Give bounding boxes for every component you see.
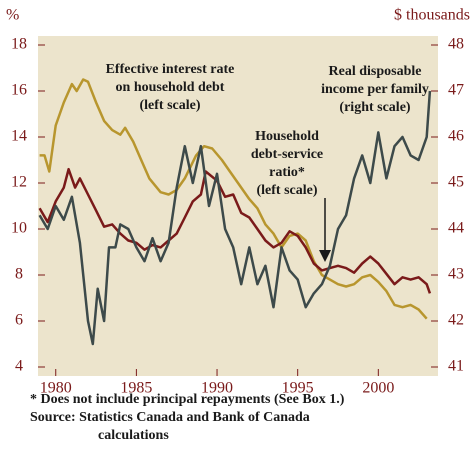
x-tick-label: 1995 xyxy=(282,380,314,397)
y-tick-label: 8 xyxy=(15,266,23,283)
y-tick-label: 14 xyxy=(11,128,27,145)
annotation: Effective interest rate xyxy=(106,62,235,77)
annotation: (left scale) xyxy=(256,183,317,198)
annotation: ratio* xyxy=(269,165,305,180)
y-tick-label: 4 xyxy=(15,358,23,375)
x-tick-label: 1980 xyxy=(40,380,72,397)
x-tick-label: 2000 xyxy=(362,380,394,397)
y2-tick-label: 41 xyxy=(448,358,464,375)
y2-tick-label: 42 xyxy=(448,312,464,329)
series-line xyxy=(39,78,428,320)
x-tick-label: 1985 xyxy=(120,380,152,397)
annotation: Household xyxy=(255,129,319,144)
y-tick-label: 12 xyxy=(11,174,27,191)
footnote: * Does not include principal repayments … xyxy=(30,392,345,407)
y2-tick-label: 45 xyxy=(448,174,464,191)
annotation: income per family xyxy=(321,82,429,97)
annotation: (right scale) xyxy=(339,100,410,115)
y-axis-label: % xyxy=(6,7,19,24)
annotation: debt-service xyxy=(251,147,323,162)
source: calculations xyxy=(98,428,169,443)
annotation: Real disposable xyxy=(329,64,422,79)
series-line xyxy=(38,90,432,346)
y-tick-label: 10 xyxy=(11,220,27,237)
y-tick-label: 18 xyxy=(11,36,27,53)
y2-axis-label: $ thousands xyxy=(394,7,470,24)
y-tick-label: 16 xyxy=(11,82,27,99)
y2-tick-label: 47 xyxy=(448,82,464,99)
annotation: on household debt xyxy=(116,80,225,95)
x-tick-label: 1990 xyxy=(201,380,233,397)
annotation: (left scale) xyxy=(139,98,200,113)
series-line xyxy=(38,167,432,294)
y2-tick-label: 44 xyxy=(448,220,464,237)
y2-tick-label: 43 xyxy=(448,266,464,283)
y2-tick-label: 48 xyxy=(448,36,464,53)
y-tick-label: 6 xyxy=(15,312,23,329)
arrow-head xyxy=(319,250,331,262)
source: Source: Statistics Canada and Bank of Ca… xyxy=(30,410,310,425)
y2-tick-label: 46 xyxy=(448,128,464,145)
